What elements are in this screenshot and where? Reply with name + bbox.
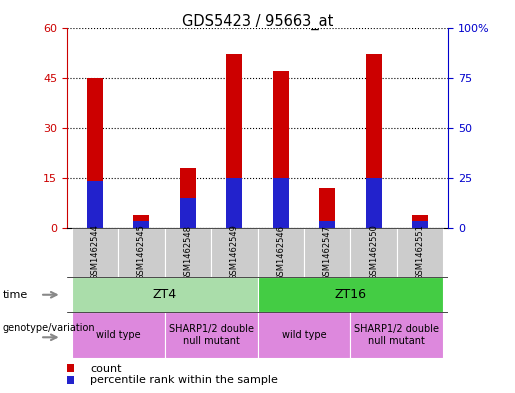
Bar (350, 228, 397, 277)
Text: GSM1462549: GSM1462549 (230, 224, 239, 281)
Bar (133, 215, 149, 228)
Text: GSM1462544: GSM1462544 (90, 224, 99, 281)
Text: ZT4: ZT4 (152, 288, 177, 301)
Bar (87, 181, 103, 228)
Text: count: count (90, 364, 122, 374)
Bar (397, 228, 443, 277)
Bar (180, 168, 196, 228)
Bar (350, 312, 443, 358)
Text: GSM1462551: GSM1462551 (416, 224, 425, 281)
Text: ZT16: ZT16 (334, 288, 367, 301)
Bar (226, 54, 243, 228)
Bar (72, 277, 258, 312)
Text: genotype/variation: genotype/variation (3, 323, 95, 333)
Text: percentile rank within the sample: percentile rank within the sample (90, 375, 278, 386)
Text: wild type: wild type (282, 330, 327, 340)
Text: GSM1462550: GSM1462550 (369, 224, 378, 281)
Bar (87, 78, 103, 228)
Text: SHARP1/2 double
null mutant: SHARP1/2 double null mutant (168, 324, 253, 346)
Bar (72, 312, 165, 358)
Bar (258, 277, 443, 312)
Bar (258, 228, 304, 277)
Bar (165, 312, 258, 358)
Bar (165, 228, 211, 277)
Bar (272, 71, 289, 228)
Text: GSM1462545: GSM1462545 (137, 224, 146, 281)
Bar (272, 178, 289, 228)
Bar (211, 228, 258, 277)
Bar (180, 198, 196, 228)
Bar (258, 312, 350, 358)
Bar (72, 228, 118, 277)
Bar (319, 188, 335, 228)
Text: wild type: wild type (96, 330, 141, 340)
Text: time: time (3, 290, 28, 300)
Bar (226, 178, 243, 228)
Bar (412, 221, 428, 228)
Bar (67, 364, 74, 372)
Bar (118, 228, 165, 277)
Bar (366, 178, 382, 228)
Text: SHARP1/2 double
null mutant: SHARP1/2 double null mutant (354, 324, 439, 346)
Text: GSM1462546: GSM1462546 (276, 224, 285, 281)
Bar (133, 221, 149, 228)
Bar (366, 54, 382, 228)
Text: GSM1462548: GSM1462548 (183, 224, 192, 281)
Bar (412, 215, 428, 228)
Bar (67, 376, 74, 384)
Bar (304, 228, 350, 277)
Text: GDS5423 / 95663_at: GDS5423 / 95663_at (182, 14, 333, 30)
Text: GSM1462547: GSM1462547 (323, 224, 332, 281)
Bar (319, 221, 335, 228)
